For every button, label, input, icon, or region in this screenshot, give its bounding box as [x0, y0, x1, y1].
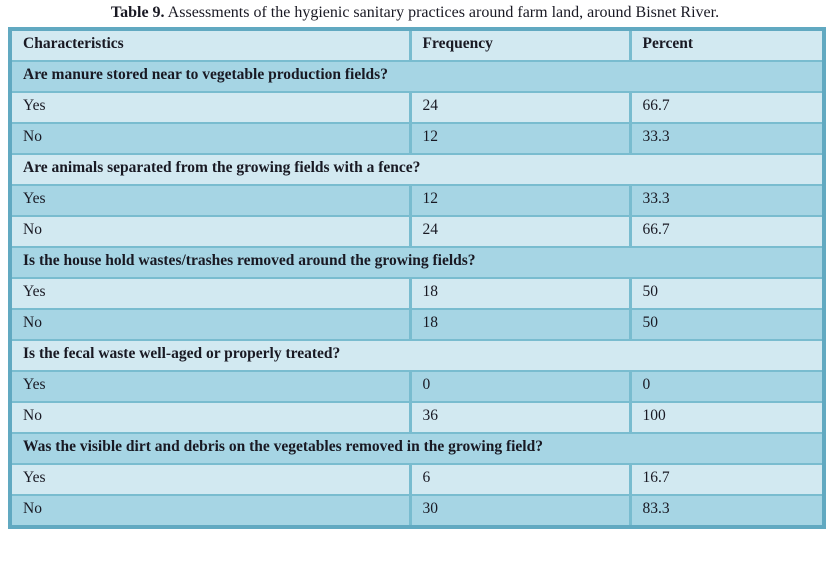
section-row-manure-storage: Are manure stored near to vegetable prod… — [8, 60, 826, 93]
table-row: Yes 24 66.7 — [8, 91, 826, 124]
cell-percent: 50 — [628, 277, 826, 310]
table-row: No 24 66.7 — [8, 215, 826, 248]
section-question: Was the visible dirt and debris on the v… — [8, 432, 826, 465]
section-row-household-waste: Is the house hold wastes/trashes removed… — [8, 246, 826, 279]
cell-frequency: 18 — [408, 277, 632, 310]
cell-percent: 66.7 — [628, 91, 826, 124]
cell-frequency: 12 — [408, 122, 632, 155]
section-question: Are animals separated from the growing f… — [8, 153, 826, 186]
cell-characteristic: No — [8, 401, 412, 434]
table-row: Yes 12 33.3 — [8, 184, 826, 217]
cell-frequency: 6 — [408, 463, 632, 496]
cell-characteristic: No — [8, 215, 412, 248]
cell-percent: 83.3 — [628, 494, 826, 528]
cell-frequency: 18 — [408, 308, 632, 341]
table-caption: Table 9. Assessments of the hygienic san… — [0, 0, 830, 22]
hygienic-practices-table: Characteristics Frequency Percent Are ma… — [8, 27, 826, 529]
section-row-animal-fence: Are animals separated from the growing f… — [8, 153, 826, 186]
cell-characteristic: No — [8, 122, 412, 155]
cell-percent: 100 — [628, 401, 826, 434]
col-header-frequency: Frequency — [408, 28, 632, 62]
table-row: Yes 18 50 — [8, 277, 826, 310]
cell-frequency: 24 — [408, 91, 632, 124]
table-row: No 36 100 — [8, 401, 826, 434]
table-caption-number: Table 9. — [110, 4, 165, 21]
cell-frequency: 24 — [408, 215, 632, 248]
cell-percent: 16.7 — [628, 463, 826, 496]
cell-frequency: 12 — [408, 184, 632, 217]
header-row: Characteristics Frequency Percent — [8, 28, 826, 62]
cell-percent: 33.3 — [628, 122, 826, 155]
cell-percent: 66.7 — [628, 215, 826, 248]
section-question: Is the fecal waste well-aged or properly… — [8, 339, 826, 372]
cell-characteristic: Yes — [8, 463, 412, 496]
cell-characteristic: Yes — [8, 370, 412, 403]
section-row-visible-dirt: Was the visible dirt and debris on the v… — [8, 432, 826, 465]
col-header-percent: Percent — [628, 28, 826, 62]
table-row: No 12 33.3 — [8, 122, 826, 155]
cell-percent: 50 — [628, 308, 826, 341]
table-caption-text: Assessments of the hygienic sanitary pra… — [164, 4, 720, 21]
cell-characteristic: No — [8, 308, 412, 341]
col-header-characteristics: Characteristics — [8, 28, 412, 62]
cell-characteristic: Yes — [8, 277, 412, 310]
cell-percent: 0 — [628, 370, 826, 403]
table-row: No 30 83.3 — [8, 494, 826, 528]
section-row-fecal-waste: Is the fecal waste well-aged or properly… — [8, 339, 826, 372]
cell-frequency: 36 — [408, 401, 632, 434]
section-question: Are manure stored near to vegetable prod… — [8, 60, 826, 93]
cell-characteristic: Yes — [8, 91, 412, 124]
cell-frequency: 0 — [408, 370, 632, 403]
table-row: No 18 50 — [8, 308, 826, 341]
cell-characteristic: No — [8, 494, 412, 528]
cell-percent: 33.3 — [628, 184, 826, 217]
table-row: Yes 6 16.7 — [8, 463, 826, 496]
table-row: Yes 0 0 — [8, 370, 826, 403]
cell-characteristic: Yes — [8, 184, 412, 217]
section-question: Is the house hold wastes/trashes removed… — [8, 246, 826, 279]
cell-frequency: 30 — [408, 494, 632, 528]
